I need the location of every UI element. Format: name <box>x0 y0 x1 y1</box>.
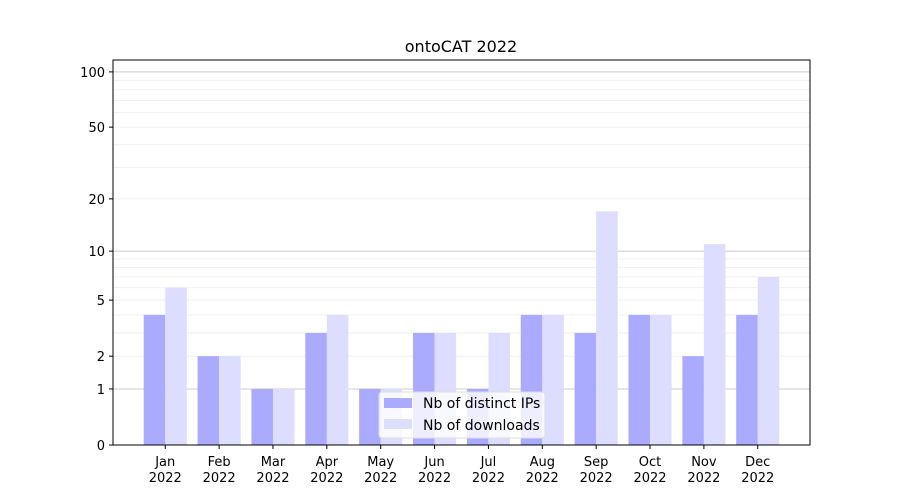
x-tick-label: Sep 2022 <box>580 455 613 486</box>
x-tick-label: Apr 2022 <box>310 455 343 486</box>
legend-label-ips: Nb of distinct IPs <box>423 396 540 412</box>
legend: Nb of distinct IPs Nb of downloads <box>378 391 546 439</box>
bar-ips <box>305 332 327 445</box>
x-tick-label: Oct 2022 <box>633 455 666 486</box>
y-tick-label: 20 <box>88 193 105 208</box>
bar-downloads <box>757 276 780 445</box>
y-tick-label: 2 <box>97 350 105 365</box>
y-tick-label: 5 <box>97 294 105 309</box>
axes-frame <box>112 59 811 446</box>
x-tick-label: Feb 2022 <box>203 455 236 486</box>
bar-downloads <box>219 356 241 445</box>
x-tick-label: Jan 2022 <box>149 455 182 486</box>
x-tick-label: May 2022 <box>364 455 397 486</box>
y-tick-label: 1 <box>97 383 105 398</box>
bar-downloads <box>596 211 618 445</box>
y-tick-label: 50 <box>88 121 105 136</box>
bar-downloads <box>650 314 672 445</box>
legend-label-downloads: Nb of downloads <box>423 418 540 434</box>
bar-ips <box>574 332 597 445</box>
x-tick-label: Jul 2022 <box>472 455 505 486</box>
bar-downloads <box>703 244 726 445</box>
bar-ips <box>197 356 220 445</box>
bar-downloads <box>542 314 564 445</box>
bar-ips <box>628 314 651 445</box>
x-tick-label: Aug 2022 <box>526 455 559 486</box>
bar-ips <box>251 388 273 445</box>
bar-ips <box>736 314 758 445</box>
y-tick-label: 0 <box>97 439 105 454</box>
legend-swatch-downloads <box>384 419 412 429</box>
x-tick-label: Nov 2022 <box>687 455 720 486</box>
x-tick-label: Mar 2022 <box>256 455 289 486</box>
bar-downloads <box>326 314 349 445</box>
y-tick-label: 100 <box>80 66 105 81</box>
x-tick-label: Jun 2022 <box>418 455 451 486</box>
bar-ips <box>143 314 166 445</box>
y-tick-label: 10 <box>88 245 105 260</box>
bar-ips <box>359 388 381 445</box>
legend-box <box>378 391 546 439</box>
bar-downloads <box>272 388 295 445</box>
bar-ips <box>682 356 704 445</box>
bar-downloads <box>165 287 187 445</box>
x-tick-label: Dec 2022 <box>741 455 774 486</box>
legend-swatch-ips <box>384 398 412 408</box>
chart-title: ontoCAT 2022 <box>405 37 517 56</box>
